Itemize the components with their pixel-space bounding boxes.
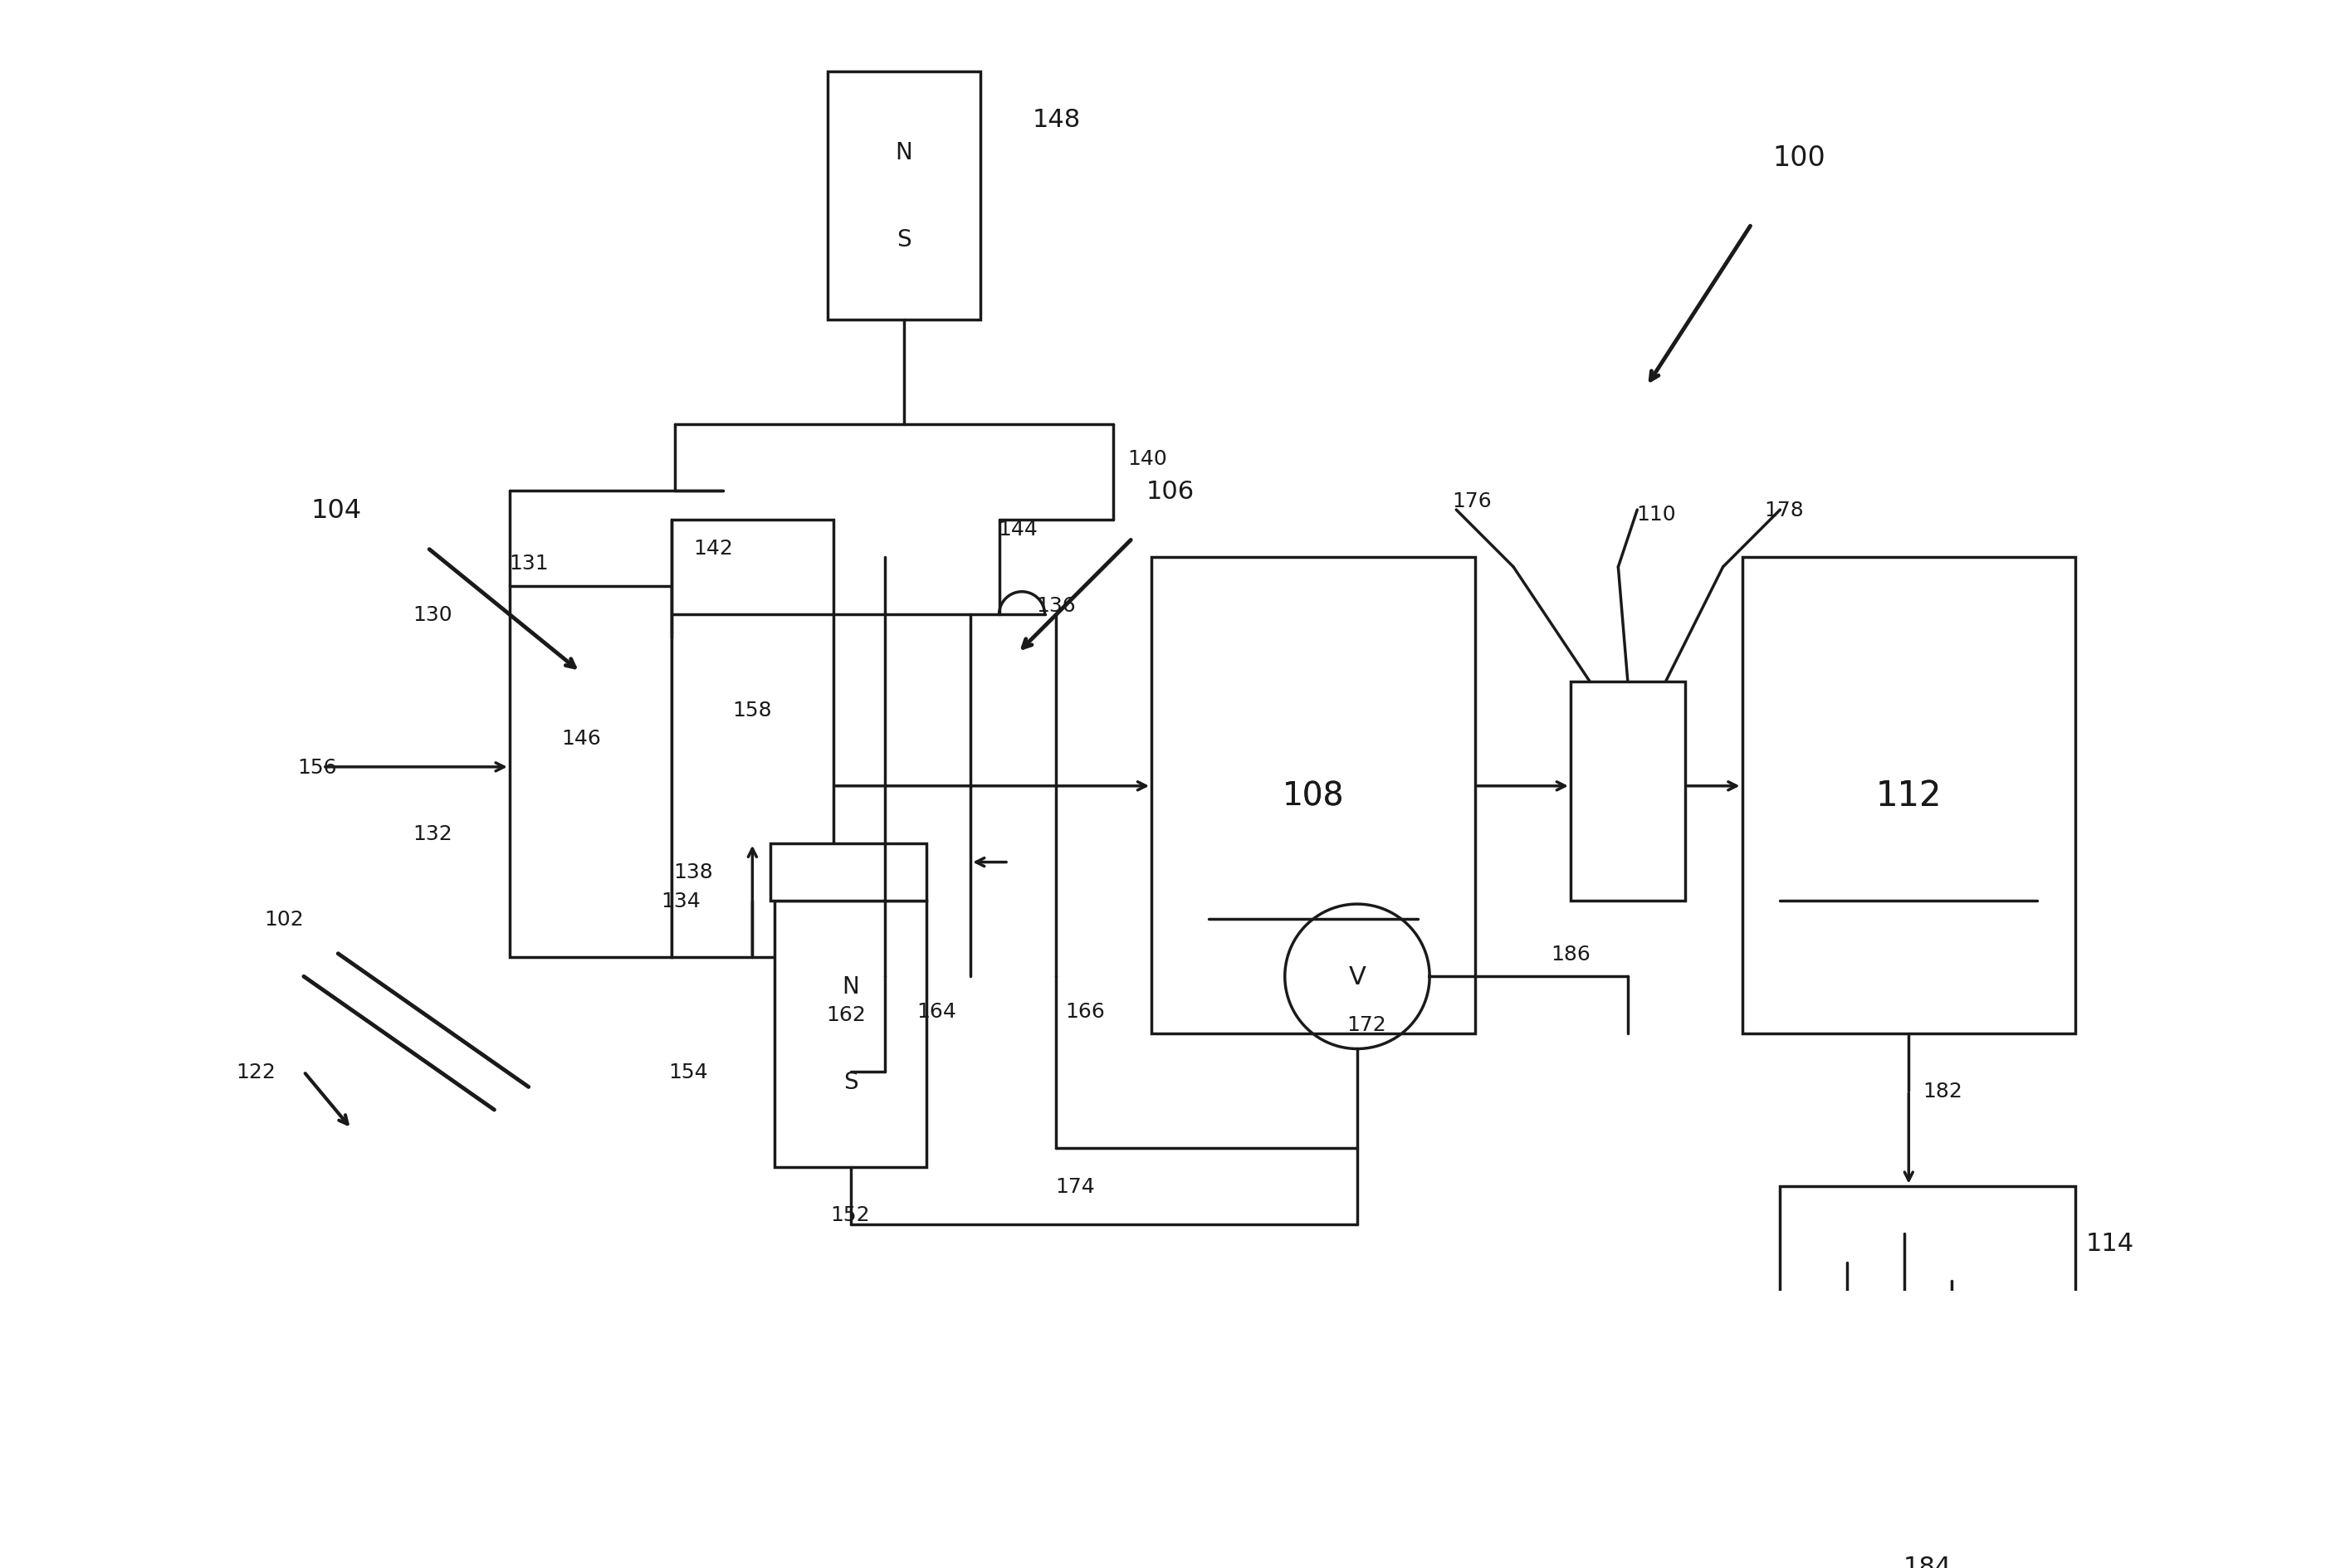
- Bar: [828, 72, 979, 320]
- Text: 136: 136: [1037, 596, 1077, 615]
- Text: 152: 152: [830, 1204, 870, 1225]
- Text: 144: 144: [998, 519, 1037, 539]
- Text: 131: 131: [509, 554, 549, 574]
- Text: 122: 122: [237, 1062, 277, 1082]
- Text: 102: 102: [265, 909, 305, 930]
- Text: 106: 106: [1147, 480, 1196, 503]
- Text: 140: 140: [1128, 448, 1168, 469]
- Text: 130: 130: [412, 605, 451, 626]
- Bar: [1570, 682, 1684, 900]
- Text: 138: 138: [675, 862, 714, 881]
- Text: 148: 148: [1033, 108, 1079, 132]
- Text: 172: 172: [1347, 1014, 1386, 1035]
- Bar: [672, 521, 833, 958]
- Text: 174: 174: [1056, 1176, 1096, 1196]
- Text: 134: 134: [661, 891, 700, 911]
- Text: S: S: [896, 229, 912, 251]
- Text: 156: 156: [298, 757, 337, 778]
- Text: 186: 186: [1551, 944, 1591, 964]
- Bar: [1742, 558, 2075, 1033]
- Text: 108: 108: [1282, 781, 1344, 812]
- Text: 100: 100: [1772, 144, 1826, 172]
- Bar: [770, 844, 926, 900]
- Text: 112: 112: [1875, 778, 1942, 814]
- Text: V: V: [1349, 964, 1365, 989]
- Text: 164: 164: [916, 1000, 956, 1021]
- Text: 104: 104: [312, 497, 361, 524]
- Text: 132: 132: [412, 823, 451, 844]
- Text: 158: 158: [733, 701, 772, 720]
- Bar: [775, 900, 926, 1167]
- Text: 114: 114: [2086, 1231, 2133, 1256]
- Text: 112: 112: [1875, 778, 1942, 814]
- Text: 166: 166: [1065, 1000, 1105, 1021]
- Text: N: N: [842, 975, 858, 997]
- Text: 162: 162: [826, 1005, 865, 1025]
- Text: 110: 110: [1638, 505, 1677, 524]
- Text: 184: 184: [1903, 1555, 1952, 1568]
- Text: 154: 154: [668, 1062, 707, 1082]
- Text: 176: 176: [1451, 491, 1491, 511]
- Text: 146: 146: [561, 729, 600, 748]
- Text: 108: 108: [1282, 781, 1344, 812]
- Text: N: N: [896, 141, 912, 165]
- Text: 178: 178: [1763, 500, 1803, 521]
- Text: S: S: [844, 1069, 858, 1093]
- Bar: [1151, 558, 1475, 1033]
- Text: 142: 142: [693, 538, 733, 558]
- Bar: [509, 586, 672, 958]
- Bar: [1779, 1185, 2075, 1519]
- Text: 182: 182: [1924, 1080, 1963, 1101]
